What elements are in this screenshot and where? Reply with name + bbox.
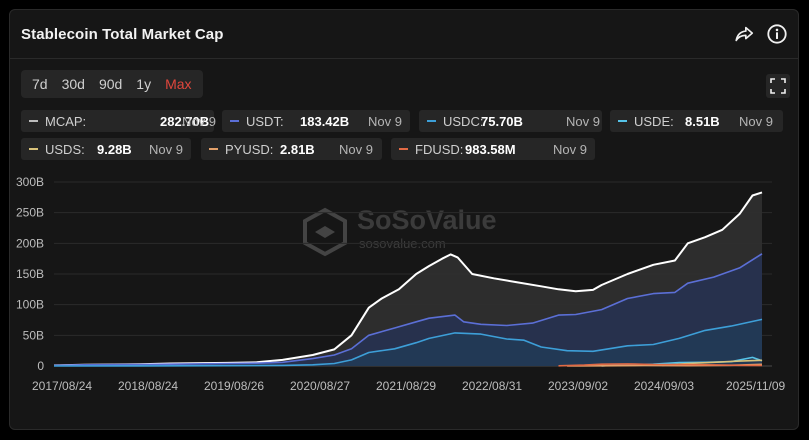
legend-name: USDC: <box>443 113 484 129</box>
legend-value: 983.58M <box>465 141 516 157</box>
legend-swatch <box>618 120 627 122</box>
y-tick-label: 200B <box>16 236 44 250</box>
legend-value: 75.70B <box>481 113 523 129</box>
time-range-selector: 7d 30d 90d 1y Max <box>21 70 203 98</box>
chart-plot: SoSoValue sosovalue.com 050B100B150B200B… <box>16 175 786 393</box>
y-tick-label: 300B <box>16 175 44 189</box>
legend-item-usdc[interactable]: USDC: 75.70B Nov 9 <box>419 110 602 132</box>
area-usdc <box>54 319 762 366</box>
legend-name: PYUSD: <box>225 141 274 157</box>
legend-item-pyusd[interactable]: PYUSD: 2.81B Nov 9 <box>201 138 382 160</box>
y-tick-label: 150B <box>16 267 44 281</box>
legend-item-usds[interactable]: USDS: 9.28B Nov 9 <box>21 138 191 160</box>
watermark-brand: SoSoValue <box>357 205 497 235</box>
range-1y[interactable]: 1y <box>136 76 152 92</box>
legend-swatch <box>230 120 239 122</box>
page-title: Stablecoin Total Market Cap <box>21 26 224 43</box>
x-tick-label: 2020/08/27 <box>290 379 350 393</box>
x-tick-label: 2019/08/26 <box>204 379 264 393</box>
legend-value: 2.81B <box>280 141 315 157</box>
legend-value: 8.51B <box>685 113 720 129</box>
x-tick-label: 2024/09/03 <box>634 379 694 393</box>
range-max[interactable]: Max <box>165 76 192 92</box>
y-tick-label: 50B <box>23 328 44 342</box>
legend-swatch <box>399 148 408 150</box>
series-line-mcap <box>53 191 763 367</box>
x-tick-label: 2022/08/31 <box>462 379 522 393</box>
legend-swatch <box>209 148 218 150</box>
legend-date: Nov 9 <box>149 141 183 157</box>
legend-swatch <box>29 120 38 122</box>
legend-date: Nov 9 <box>553 141 587 157</box>
legend-name: USDT: <box>246 113 284 129</box>
x-tick-label: 2025/11/09 <box>726 379 785 393</box>
x-tick-label: 2023/09/02 <box>548 379 608 393</box>
legend-date: Nov 9 <box>739 113 773 129</box>
share-icon[interactable] <box>733 23 755 45</box>
legend-value: 183.42B <box>300 113 350 129</box>
info-icon[interactable] <box>766 23 788 45</box>
x-tick-label: 2017/08/24 <box>32 379 92 393</box>
series-line-usdt <box>53 253 763 367</box>
y-tick-label: 100B <box>16 298 44 312</box>
sosovalue-logo-icon <box>303 207 347 257</box>
fullscreen-icon <box>770 78 786 94</box>
range-90d[interactable]: 90d <box>98 76 123 92</box>
legend-name: USDS: <box>45 141 85 157</box>
chart-card: Stablecoin Total Market Cap 7d 30d 90d 1y Ma… <box>9 9 799 430</box>
area-usdt <box>54 253 762 366</box>
y-tick-label: 0 <box>37 359 44 373</box>
legend-item-mcap[interactable]: MCAP: 282.70B Nov 9 <box>21 110 216 132</box>
series-line-fdusd <box>558 363 763 367</box>
legend-date: Nov 9 <box>182 113 216 129</box>
range-30d[interactable]: 30d <box>61 76 85 92</box>
legend-date: Nov 9 <box>566 113 600 129</box>
legend-name: FDUSD: <box>415 141 464 157</box>
legend-item-fdusd[interactable]: FDUSD: 983.58M Nov 9 <box>391 138 595 160</box>
fullscreen-button[interactable] <box>766 74 790 98</box>
legend-date: Nov 9 <box>339 141 373 157</box>
x-tick-label: 2021/08/29 <box>376 379 436 393</box>
legend-swatch <box>427 120 436 122</box>
legend-swatch <box>29 148 38 150</box>
legend-item-usdt[interactable]: USDT: 183.42B Nov 9 <box>222 110 410 132</box>
legend-item-usde[interactable]: USDE: 8.51B Nov 9 <box>610 110 783 132</box>
series-line-usdc <box>53 318 763 367</box>
legend-value: 9.28B <box>97 141 132 157</box>
y-tick-label: 250B <box>16 206 44 220</box>
range-7d[interactable]: 7d <box>32 76 48 92</box>
legend-date: Nov 9 <box>368 113 402 129</box>
card-header: Stablecoin Total Market Cap <box>10 10 798 59</box>
x-tick-label: 2018/08/24 <box>118 379 178 393</box>
legend-name: MCAP: <box>45 113 87 129</box>
legend-value: 282.70B <box>160 113 210 129</box>
legend-name: USDE: <box>634 113 674 129</box>
